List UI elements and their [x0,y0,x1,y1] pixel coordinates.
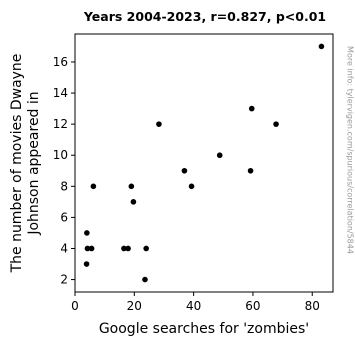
y-tick-label: 2 [60,273,68,287]
data-point [188,183,195,190]
y-tick-label: 10 [53,148,68,162]
x-tick-label: 60 [245,299,260,313]
chart-title: Years 2004-2023, r=0.827, p<0.01 [83,9,327,24]
data-point [125,245,131,252]
data-point [273,121,279,127]
x-axis-label: Google searches for 'zombies' [98,321,310,337]
data-point [142,276,148,283]
y-axis-label-line-1: The number of movies Dwayne [9,53,25,273]
data-points [83,43,325,283]
data-point [248,105,255,112]
data-point [130,199,137,205]
data-point [181,167,188,174]
x-axis-ticks: 0 20 40 60 80 [71,292,320,313]
y-tick-label: 6 [60,210,68,224]
data-point [318,43,325,50]
data-point [216,152,223,159]
y-tick-label: 12 [53,117,68,131]
x-tick-label: 20 [127,299,142,313]
y-axis-ticks: 2 4 6 8 10 12 14 16 [53,55,75,287]
data-point [84,245,91,252]
y-axis-label-line-2: Johnson appeared in [26,91,42,235]
data-point [88,245,95,252]
plot-area-frame [74,33,334,293]
x-tick-label: 80 [305,299,320,313]
y-tick-label: 14 [53,86,68,100]
data-point [121,245,127,252]
data-point [84,230,90,236]
x-tick-label: 0 [71,299,79,313]
watermark-text: More info: tylervigen.com/spurious/corre… [345,46,355,254]
y-tick-label: 16 [53,55,68,69]
data-point [143,245,149,252]
y-tick-label: 4 [60,241,68,255]
data-point [128,183,135,190]
data-point [90,183,97,190]
data-point [83,261,90,267]
x-tick-label: 40 [186,299,201,313]
y-tick-label: 8 [60,179,68,193]
data-point [247,167,254,174]
data-point [156,121,162,127]
